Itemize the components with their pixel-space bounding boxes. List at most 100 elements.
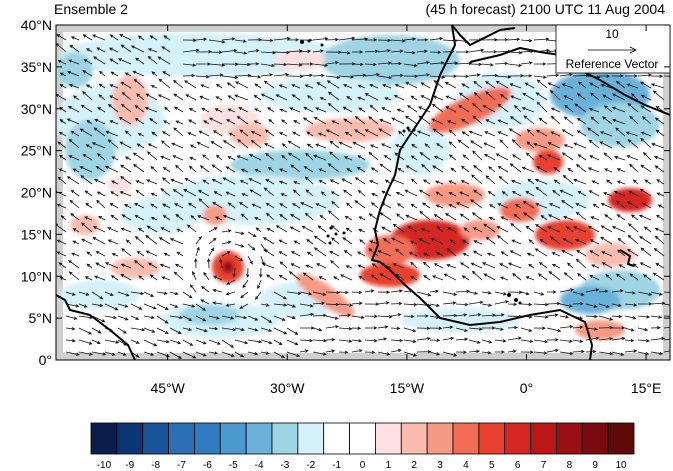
wind-vector-arrow bbox=[286, 339, 299, 346]
wind-vector-arrow bbox=[364, 38, 378, 42]
wind-vector-arrow bbox=[188, 165, 197, 173]
wind-vector-arrow bbox=[520, 74, 533, 78]
wind-vector-arrow bbox=[572, 339, 584, 343]
wind-vector-arrow bbox=[431, 103, 444, 113]
wind-vector-arrow bbox=[460, 165, 470, 173]
wind-vector-arrow bbox=[455, 74, 470, 78]
wind-vector-arrow bbox=[588, 190, 600, 197]
wind-vector-arrow bbox=[56, 251, 67, 257]
wind-vector-arrow bbox=[562, 238, 574, 245]
wind-vector-arrow bbox=[394, 144, 405, 149]
wind-vector-arrow bbox=[473, 165, 483, 173]
wind-vector-arrow bbox=[585, 288, 600, 293]
wind-vector-arrow bbox=[259, 267, 263, 278]
wind-vector-arrow bbox=[563, 144, 574, 149]
wind-vector-arrow bbox=[240, 213, 249, 221]
wind-vector-arrow bbox=[239, 303, 249, 309]
wind-vector-arrow bbox=[485, 119, 496, 125]
wind-vector-arrow bbox=[59, 277, 67, 281]
wind-vector-arrow bbox=[455, 313, 468, 317]
wind-vector-arrow bbox=[654, 117, 665, 125]
wind-vector-arrow bbox=[254, 83, 262, 89]
wind-vector-arrow bbox=[108, 47, 119, 53]
wind-vector-arrow bbox=[338, 303, 354, 307]
wind-vector-arrow bbox=[195, 315, 207, 322]
colorbar-swatch bbox=[375, 422, 402, 455]
wind-vector-arrow bbox=[319, 214, 327, 221]
wind-vector-arrow bbox=[143, 351, 155, 356]
wind-vector-arrow bbox=[130, 303, 143, 310]
wind-vector-arrow bbox=[82, 34, 93, 41]
wind-vector-arrow bbox=[287, 152, 301, 161]
wind-vector-arrow bbox=[521, 107, 535, 113]
wind-vector-arrow bbox=[483, 223, 496, 233]
wind-vector-arrow bbox=[263, 80, 275, 89]
wind-vector-arrow bbox=[546, 348, 560, 353]
wind-vector-arrow bbox=[78, 315, 94, 320]
wind-vector-arrow bbox=[357, 96, 366, 101]
wind-vector-arrow bbox=[326, 80, 340, 89]
wind-vector-arrow bbox=[85, 84, 93, 89]
wind-vector-arrow bbox=[187, 132, 197, 137]
wind-vector-arrow bbox=[325, 325, 340, 329]
wind-vector-arrow bbox=[163, 35, 171, 41]
wind-vector-arrow bbox=[234, 231, 245, 235]
wind-vector-arrow bbox=[98, 215, 106, 221]
wind-vector-arrow bbox=[429, 303, 441, 307]
wind-vector-arrow bbox=[435, 191, 444, 197]
wind-vector-arrow bbox=[590, 216, 600, 221]
wind-vector-arrow bbox=[195, 351, 207, 357]
wind-vector-arrow bbox=[273, 291, 287, 300]
wind-vector-arrow bbox=[435, 251, 444, 257]
wind-vector-arrow bbox=[663, 75, 670, 77]
wind-vector-arrow bbox=[611, 289, 624, 293]
wind-vector-arrow bbox=[510, 223, 522, 233]
wind-vector-arrow bbox=[175, 120, 184, 125]
wind-vector-arrow bbox=[573, 178, 587, 185]
wind-vector-arrow bbox=[429, 326, 443, 330]
wind-vector-arrow bbox=[429, 315, 440, 319]
wind-vector-arrow bbox=[603, 192, 613, 197]
wind-vector-arrow bbox=[615, 127, 626, 137]
wind-vector-arrow bbox=[267, 107, 275, 113]
wind-vector-arrow bbox=[471, 212, 483, 221]
wind-vector-arrow bbox=[211, 164, 223, 173]
wind-vector-arrow bbox=[345, 265, 353, 269]
wind-vector-arrow bbox=[410, 261, 418, 269]
wind-vector-arrow bbox=[572, 291, 585, 296]
wind-vector-arrow bbox=[221, 37, 236, 41]
wind-vector-arrow bbox=[134, 203, 145, 209]
wind-vector-arrow bbox=[420, 82, 431, 89]
wind-vector-arrow bbox=[572, 349, 585, 354]
wind-vector-arrow bbox=[507, 63, 523, 67]
wind-vector-arrow bbox=[535, 92, 548, 101]
wind-vector-arrow bbox=[257, 279, 262, 290]
wind-vector-arrow bbox=[655, 129, 665, 137]
wind-vector-arrow bbox=[520, 315, 533, 319]
wind-vector-arrow bbox=[234, 351, 245, 358]
wind-vector-arrow bbox=[68, 271, 80, 281]
wind-vector-arrow bbox=[260, 73, 274, 77]
wind-vector-arrow bbox=[182, 38, 197, 42]
wind-vector-arrow bbox=[212, 130, 223, 137]
wind-vector-arrow bbox=[442, 61, 459, 65]
wind-vector-arrow bbox=[629, 115, 639, 125]
wind-vector-arrow bbox=[352, 141, 366, 149]
wind-vector-arrow bbox=[509, 250, 522, 257]
wind-vector-arrow bbox=[563, 95, 574, 101]
wind-vector-arrow bbox=[325, 315, 339, 320]
wind-vector-arrow bbox=[522, 200, 535, 209]
wind-vector-arrow bbox=[247, 327, 259, 332]
wind-vector-arrow bbox=[236, 155, 249, 161]
wind-vector-arrow bbox=[290, 214, 301, 221]
wind-vector-arrow bbox=[651, 143, 665, 149]
wind-vector-arrow bbox=[266, 212, 275, 221]
wind-vector-arrow bbox=[422, 179, 431, 185]
wind-vector-arrow bbox=[94, 119, 106, 125]
wind-vector-arrow bbox=[494, 300, 510, 305]
wind-vector-arrow bbox=[513, 104, 522, 113]
wind-vector-arrow bbox=[537, 273, 548, 281]
wind-vector-arrow bbox=[536, 101, 548, 113]
wind-vector-arrow bbox=[107, 139, 119, 149]
